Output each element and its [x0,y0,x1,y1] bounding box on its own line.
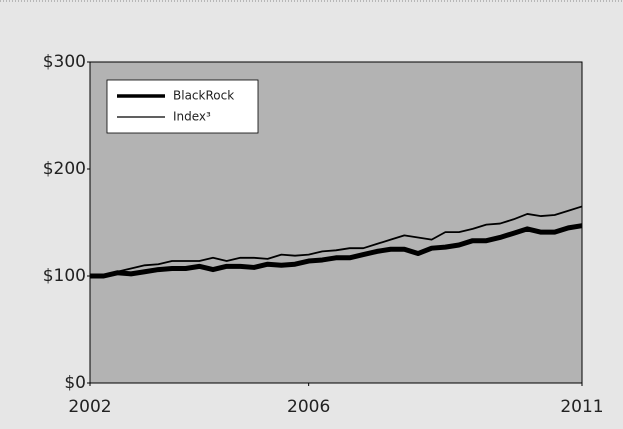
x-tick-label: 2011 [560,397,603,417]
legend-label: BlackRock [173,89,234,103]
y-tick-label: $100 [43,266,86,286]
y-tick-label: $200 [43,159,86,179]
x-tick-label: 2002 [68,397,111,417]
y-tick-label: $0 [64,373,86,393]
legend-box [106,79,259,134]
legend-label: Index³ [173,110,211,124]
y-tick-label: $300 [43,52,86,72]
x-tick-label: 2006 [287,397,330,417]
series-line [90,205,583,277]
series-line [90,223,583,279]
